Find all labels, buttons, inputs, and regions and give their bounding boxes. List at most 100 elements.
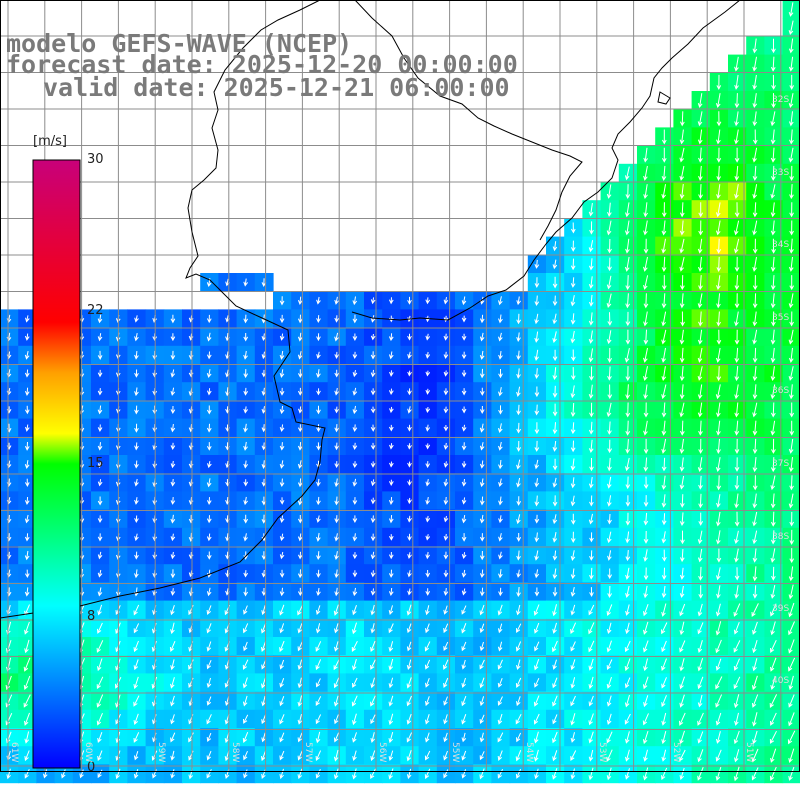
wind-arrow bbox=[570, 495, 576, 507]
wind-arrow bbox=[370, 479, 376, 487]
wind-arrow bbox=[370, 732, 375, 744]
lon-label: 60W bbox=[83, 742, 93, 763]
wind-arrow bbox=[479, 496, 485, 506]
wind-arrow bbox=[443, 515, 449, 523]
wind-arrow bbox=[770, 712, 777, 726]
wind-arrow bbox=[698, 220, 704, 236]
wind-arrow bbox=[370, 604, 375, 616]
wind-arrow bbox=[207, 461, 212, 469]
wind-arrow bbox=[643, 165, 648, 181]
wind-arrow bbox=[170, 714, 175, 725]
wind-arrow bbox=[243, 387, 249, 396]
wind-arrow bbox=[443, 370, 449, 377]
wind-arrow bbox=[479, 569, 485, 579]
wind-arrow bbox=[297, 677, 303, 689]
wind-arrow bbox=[133, 713, 139, 725]
wind-arrow bbox=[388, 497, 394, 505]
wind-arrow bbox=[752, 366, 758, 382]
wind-arrow bbox=[515, 750, 522, 762]
wind-arrow bbox=[425, 605, 430, 616]
wind-arrow bbox=[316, 388, 321, 396]
wind-arrow bbox=[206, 423, 212, 433]
wind-arrow bbox=[461, 461, 467, 469]
wind-arrow bbox=[570, 604, 576, 616]
wind-arrow bbox=[516, 332, 521, 342]
wind-arrow bbox=[606, 622, 612, 635]
wind-arrow bbox=[661, 712, 667, 726]
wind-arrow bbox=[24, 514, 30, 524]
wind-arrow bbox=[716, 548, 722, 563]
wind-arrow bbox=[570, 313, 576, 325]
wind-arrow bbox=[279, 387, 285, 396]
wind-arrow bbox=[679, 585, 685, 599]
wind-arrow bbox=[570, 550, 576, 561]
wind-arrow bbox=[479, 659, 485, 670]
wind-arrow bbox=[279, 296, 285, 306]
wind-arrow bbox=[279, 478, 285, 488]
wind-arrow bbox=[643, 476, 649, 490]
wind-arrow bbox=[642, 730, 649, 745]
wind-arrow bbox=[552, 532, 558, 543]
wind-arrow bbox=[516, 659, 521, 671]
wind-arrow bbox=[752, 730, 758, 745]
wind-arrow bbox=[134, 442, 139, 451]
wind-arrow bbox=[534, 569, 540, 579]
wind-arrow bbox=[788, 621, 795, 636]
wind-arrow bbox=[552, 640, 558, 653]
wind-arrow bbox=[43, 769, 48, 779]
wind-arrow bbox=[588, 695, 594, 707]
wind-arrow bbox=[443, 297, 449, 305]
wind-arrow bbox=[624, 713, 631, 725]
wind-arrow bbox=[243, 278, 248, 287]
wind-arrow bbox=[479, 314, 485, 324]
wind-arrow bbox=[679, 603, 686, 617]
wind-arrow bbox=[606, 402, 612, 418]
wind-arrow bbox=[461, 641, 467, 652]
wind-arrow bbox=[770, 293, 776, 309]
wind-arrow bbox=[770, 402, 776, 418]
wind-arrow bbox=[461, 478, 467, 487]
wind-arrow bbox=[443, 677, 449, 688]
wind-arrow bbox=[352, 713, 357, 726]
wind-arrow bbox=[751, 694, 759, 708]
wind-arrow bbox=[97, 732, 103, 743]
wind-arrow bbox=[479, 623, 485, 634]
wind-arrow bbox=[552, 714, 558, 725]
wind-arrow bbox=[788, 438, 794, 454]
wind-arrow bbox=[534, 459, 539, 470]
wind-arrow bbox=[679, 712, 686, 726]
wind-arrow bbox=[316, 478, 321, 487]
wind-arrow bbox=[624, 347, 630, 363]
wind-arrow bbox=[770, 56, 776, 72]
wind-arrow bbox=[261, 714, 267, 725]
wind-arrow bbox=[334, 714, 339, 725]
wind-arrow bbox=[697, 603, 703, 617]
lat-label: 39S bbox=[772, 604, 790, 614]
wind-arrow bbox=[552, 495, 558, 507]
wind-arrow bbox=[461, 370, 467, 378]
wind-arrow bbox=[716, 366, 722, 382]
wind-arrow bbox=[698, 311, 703, 327]
wind-arrow bbox=[133, 695, 140, 707]
wind-arrow bbox=[334, 587, 339, 597]
wind-arrow bbox=[534, 259, 540, 269]
wind-arrow bbox=[751, 603, 759, 617]
wind-arrow bbox=[679, 384, 685, 400]
wind-arrow bbox=[589, 495, 594, 507]
wind-arrow bbox=[25, 424, 30, 432]
wind-arrow bbox=[733, 603, 741, 617]
wind-arrow bbox=[352, 658, 357, 671]
wind-arrow bbox=[625, 731, 630, 744]
wind-arrow bbox=[552, 514, 558, 525]
wind-arrow bbox=[734, 438, 740, 454]
wind-arrow bbox=[552, 695, 558, 707]
wind-arrow bbox=[607, 495, 612, 507]
wind-arrow bbox=[443, 496, 449, 506]
wind-arrow bbox=[624, 256, 630, 272]
wind-arrow bbox=[424, 641, 431, 652]
wind-arrow bbox=[752, 639, 758, 654]
wind-arrow bbox=[589, 567, 594, 580]
wind-arrow bbox=[134, 351, 139, 360]
wind-arrow bbox=[316, 496, 321, 506]
wind-arrow bbox=[133, 676, 139, 690]
